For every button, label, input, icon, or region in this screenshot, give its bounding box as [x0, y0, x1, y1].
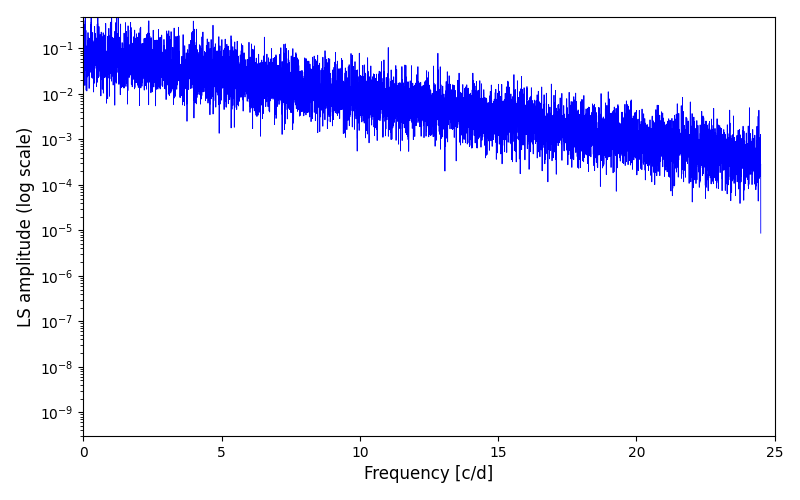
Y-axis label: LS amplitude (log scale): LS amplitude (log scale)	[17, 126, 34, 326]
X-axis label: Frequency [c/d]: Frequency [c/d]	[364, 466, 494, 483]
